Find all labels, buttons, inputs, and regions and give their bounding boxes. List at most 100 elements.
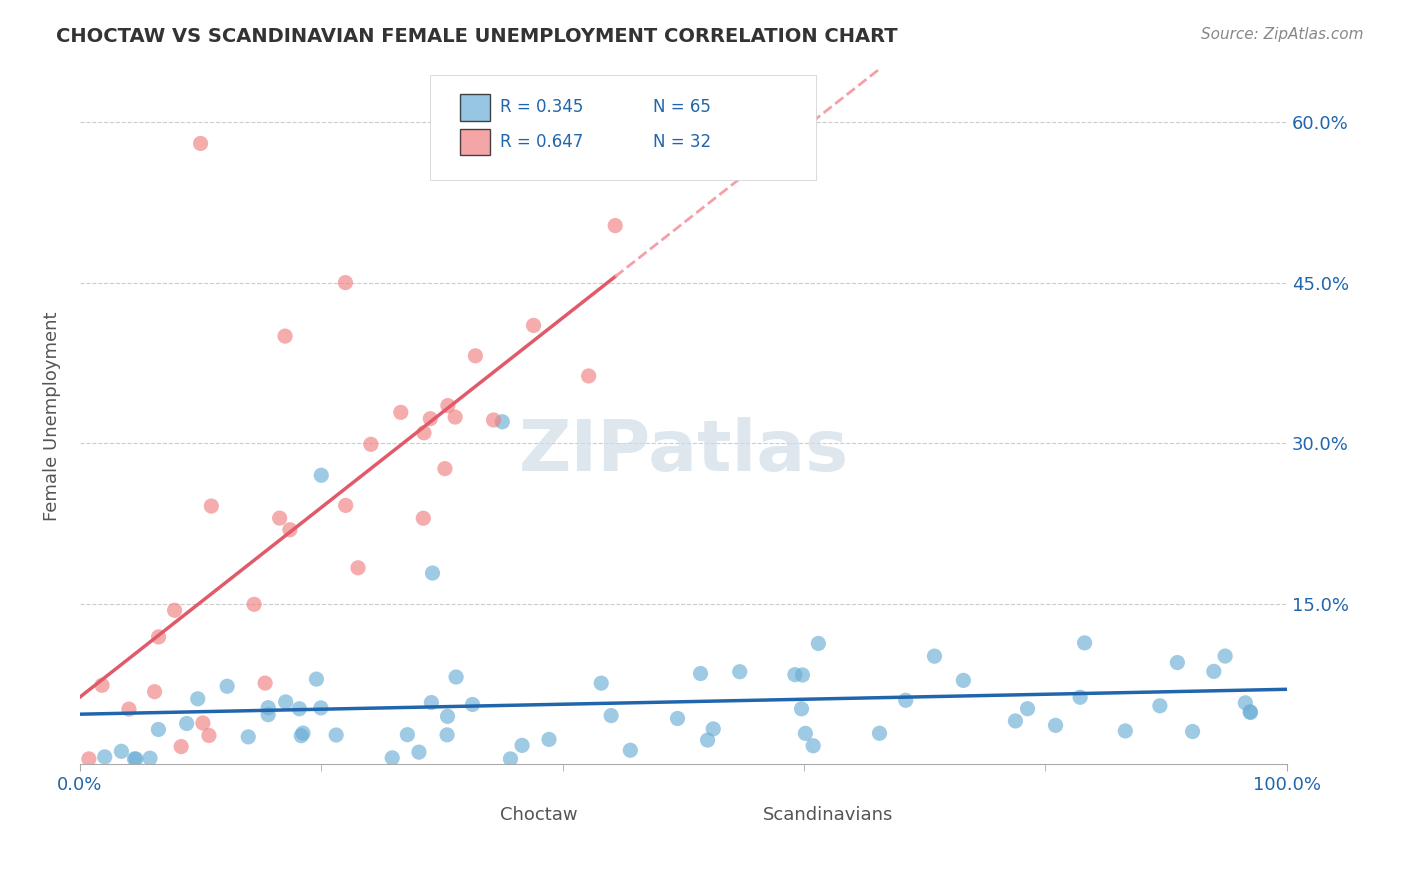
Choctaw [125,752,148,766]
FancyBboxPatch shape [773,794,804,813]
Choctaw [176,716,198,731]
Choctaw [436,709,458,723]
Choctaw [794,726,817,740]
Scandinavians [444,410,467,425]
Choctaw [894,693,917,707]
Choctaw [801,739,824,753]
FancyBboxPatch shape [460,129,491,155]
Scandinavians [200,499,222,513]
Scandinavians [91,678,114,692]
Choctaw [499,752,522,766]
Choctaw [537,732,560,747]
Choctaw [666,711,689,725]
Text: Scandinavians: Scandinavians [763,806,893,824]
Choctaw [924,649,946,664]
Choctaw [591,676,613,690]
Choctaw [1166,656,1188,670]
Choctaw [408,745,430,759]
Choctaw [257,707,280,722]
Choctaw [1149,698,1171,713]
Choctaw [807,636,830,650]
Scandinavians [269,511,291,525]
Choctaw [139,751,162,765]
Scandinavians [605,219,627,233]
Choctaw [1234,696,1257,710]
Choctaw [257,700,280,714]
Scandinavians [77,752,100,766]
Choctaw [288,702,311,716]
FancyBboxPatch shape [430,76,815,180]
Choctaw [110,744,132,758]
Scandinavians [278,523,301,537]
Choctaw [422,566,444,580]
Choctaw [290,729,312,743]
Choctaw [1202,665,1225,679]
Scandinavians [433,461,456,475]
Scandinavians [335,276,357,290]
Choctaw [1239,706,1261,720]
Choctaw [1069,690,1091,705]
Scandinavians [578,368,600,383]
Choctaw [444,670,467,684]
Choctaw [1114,723,1136,738]
Text: CHOCTAW VS SCANDINAVIAN FEMALE UNEMPLOYMENT CORRELATION CHART: CHOCTAW VS SCANDINAVIAN FEMALE UNEMPLOYM… [56,27,898,45]
Choctaw [436,728,458,742]
Choctaw [305,672,328,686]
Choctaw [461,698,484,712]
Scandinavians [389,405,412,419]
Scandinavians [254,676,277,690]
Choctaw [325,728,347,742]
Text: Choctaw: Choctaw [499,806,578,824]
Scandinavians [482,413,505,427]
Choctaw [728,665,751,679]
Choctaw [869,726,891,740]
FancyBboxPatch shape [484,794,515,813]
Scandinavians [335,499,357,513]
Scandinavians [522,318,544,333]
Text: R = 0.647: R = 0.647 [501,133,583,151]
Scandinavians [360,437,382,451]
Scandinavians [143,684,166,698]
Scandinavians [274,329,297,343]
Choctaw [381,751,404,765]
Choctaw [491,415,513,429]
Choctaw [696,733,718,747]
Text: ZIPatlas: ZIPatlas [519,417,848,485]
Scandinavians [413,425,436,440]
Text: N = 32: N = 32 [654,133,711,151]
Choctaw [1045,718,1067,732]
Scandinavians [118,702,141,716]
Choctaw [792,668,814,682]
Choctaw [420,696,443,710]
Choctaw [274,695,297,709]
Choctaw [619,743,641,757]
Choctaw [309,701,332,715]
Choctaw [689,666,711,681]
Choctaw [217,679,239,693]
Scandinavians [412,511,434,525]
Scandinavians [148,630,170,644]
Choctaw [187,691,209,706]
Choctaw [1181,724,1204,739]
Choctaw [1004,714,1026,728]
Choctaw [783,667,806,681]
Choctaw [952,673,974,688]
Scandinavians [163,603,186,617]
Y-axis label: Female Unemployment: Female Unemployment [44,311,60,521]
Text: Source: ZipAtlas.com: Source: ZipAtlas.com [1201,27,1364,42]
Scandinavians [243,597,266,611]
Scandinavians [437,399,460,413]
Scandinavians [464,349,486,363]
Choctaw [93,750,115,764]
Scandinavians [347,561,370,575]
Choctaw [1213,649,1236,664]
Choctaw [396,728,419,742]
Choctaw [148,723,170,737]
Choctaw [1239,705,1261,719]
Choctaw [291,726,314,740]
FancyBboxPatch shape [460,95,491,120]
Scandinavians [170,739,193,754]
Choctaw [600,708,623,723]
Text: R = 0.345: R = 0.345 [501,98,583,116]
Scandinavians [190,136,212,151]
